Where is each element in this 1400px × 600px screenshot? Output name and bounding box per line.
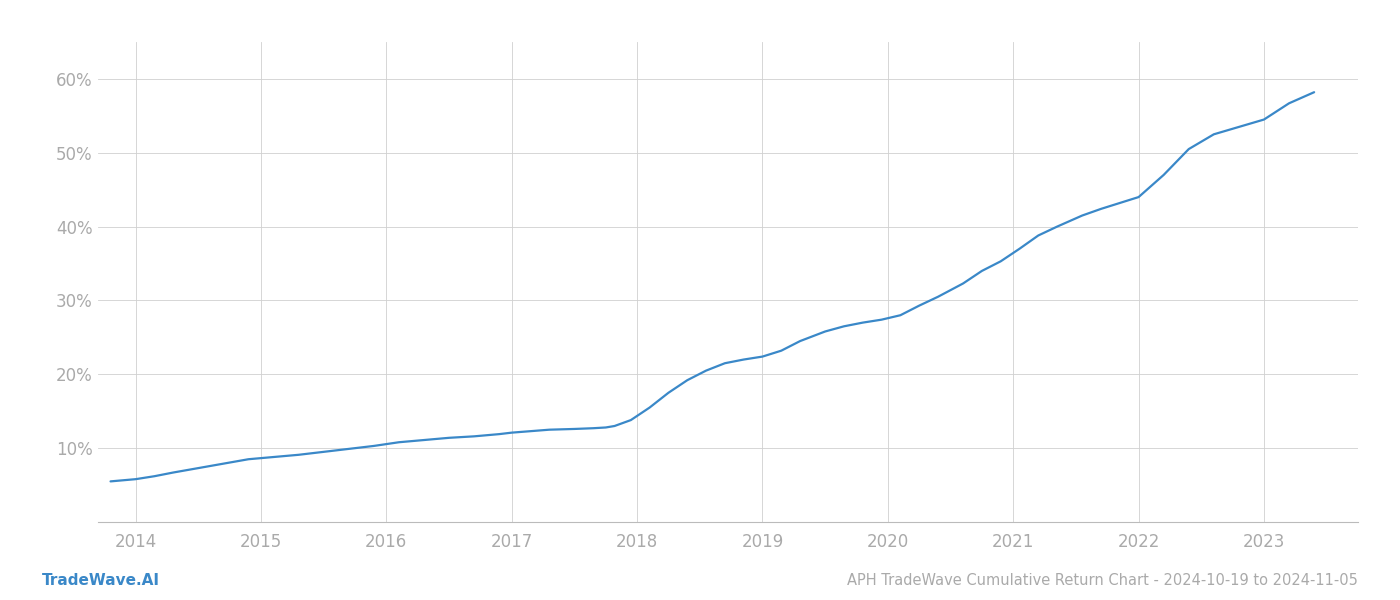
Text: TradeWave.AI: TradeWave.AI [42,573,160,588]
Text: APH TradeWave Cumulative Return Chart - 2024-10-19 to 2024-11-05: APH TradeWave Cumulative Return Chart - … [847,573,1358,588]
